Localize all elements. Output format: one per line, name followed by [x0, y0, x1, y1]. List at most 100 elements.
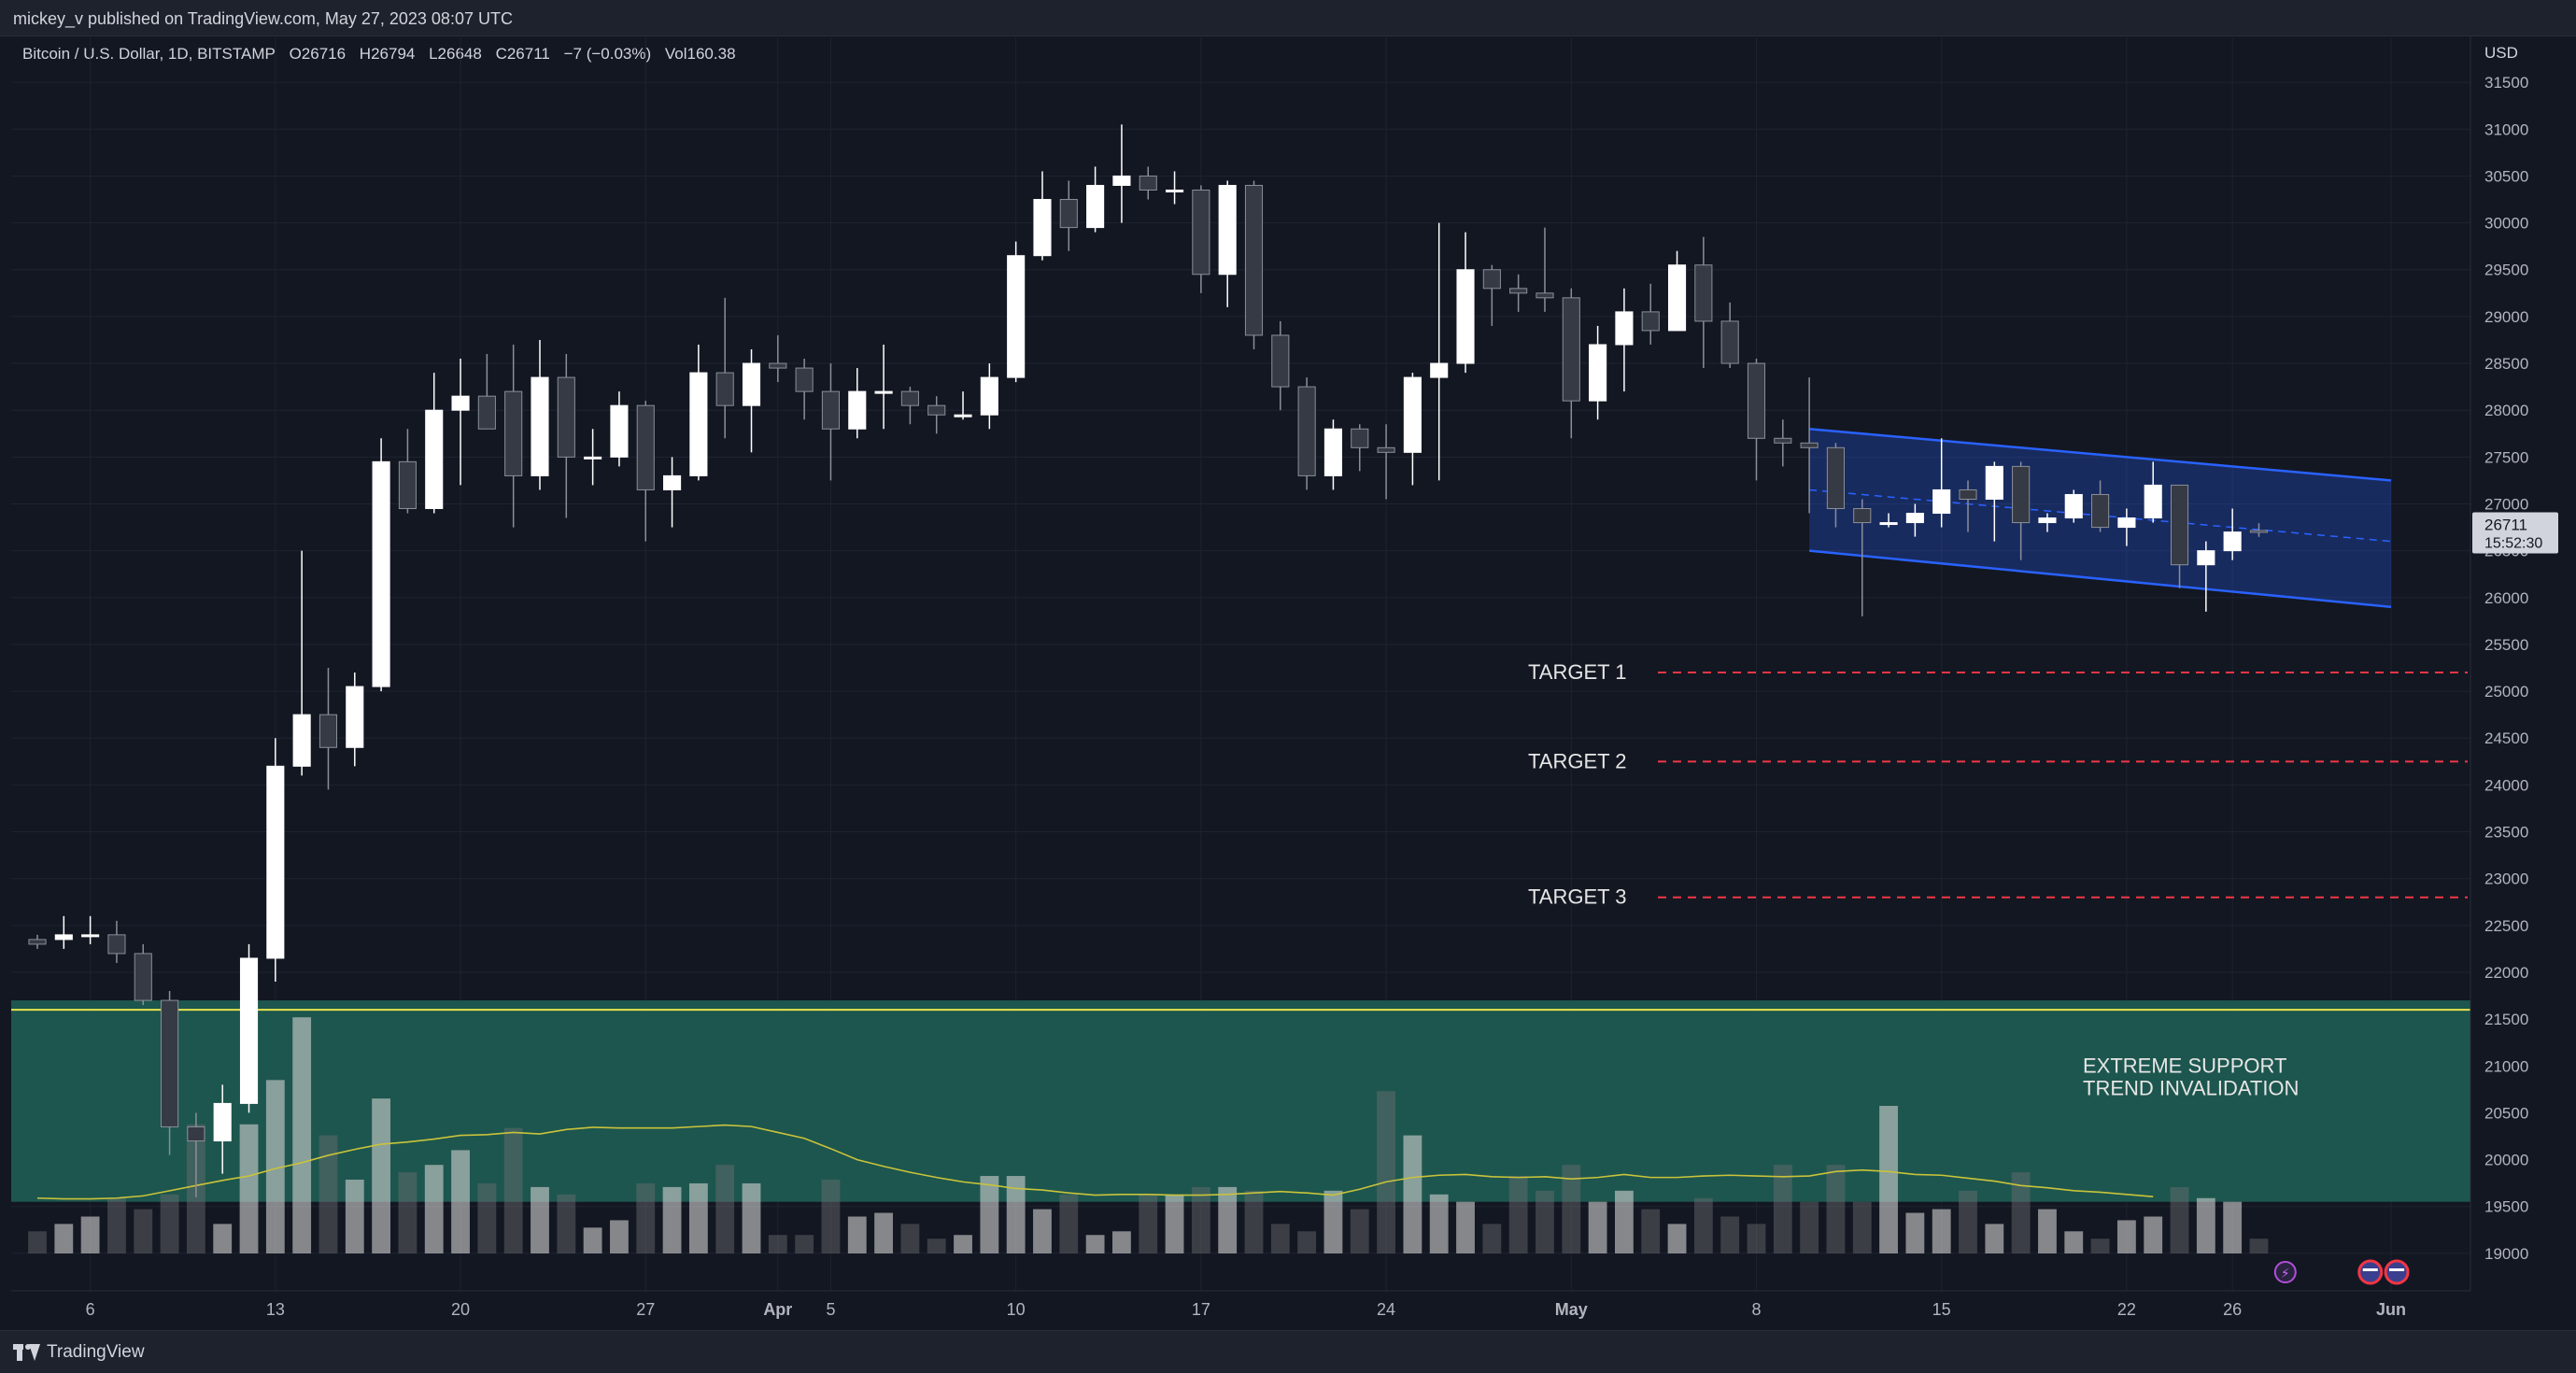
time-tick: 6: [86, 1300, 95, 1319]
volume-bar: [1588, 1201, 1607, 1253]
candle-body: [2038, 517, 2057, 524]
volume-bar: [292, 1017, 312, 1253]
support-label-line: EXTREME SUPPORT: [2083, 1054, 2286, 1077]
volume-bar: [424, 1165, 444, 1253]
volume-bar: [688, 1182, 708, 1253]
candle-body: [266, 765, 285, 959]
candle-body: [2012, 465, 2031, 524]
volume-bar: [1456, 1201, 1475, 1253]
target-lines: TARGET 1 TARGET 2 TARGET 3: [1528, 660, 2468, 909]
volume-bar: [636, 1182, 656, 1253]
time-tick: Jun: [2376, 1300, 2406, 1319]
volume-bar: [610, 1220, 629, 1253]
last-price-countdown: 15:52:30: [2484, 535, 2542, 551]
price-tick: 28000: [2484, 402, 2528, 419]
candle-body: [980, 376, 998, 416]
volume-bar: [1323, 1190, 1343, 1253]
publisher-line: mickey_v published on TradingView.com, M…: [13, 9, 513, 28]
event-markers: ⚡: [2273, 1259, 2410, 1285]
volume-bar: [1059, 1194, 1079, 1253]
volume-bar: [1112, 1231, 1131, 1253]
candle-body: [1244, 184, 1264, 336]
candle-body: [1985, 465, 2003, 500]
volume-bar: [2038, 1209, 2057, 1253]
candle-body: [1351, 428, 1369, 448]
volume-bar: [1218, 1186, 1238, 1253]
volume-bar: [874, 1212, 893, 1253]
volume-bar: [1191, 1186, 1210, 1253]
candle-body: [742, 362, 761, 406]
legend-volume: Vol160.38: [664, 45, 736, 63]
time-tick: 15: [1932, 1300, 1951, 1319]
tradingview-brand[interactable]: TradingView: [13, 1342, 145, 1363]
price-tick: 20500: [2484, 1104, 2528, 1122]
candle-body: [1615, 311, 1634, 346]
candle-body: [874, 390, 893, 394]
time-tick: 10: [1007, 1300, 1026, 1319]
candle-body: [927, 404, 946, 416]
support-zone-rect: [11, 1000, 2470, 1202]
candle-body: [1430, 362, 1449, 378]
candle-body: [557, 376, 575, 458]
volume-bar: [1959, 1190, 1977, 1253]
price-tick: 21500: [2484, 1011, 2528, 1028]
volume-bar: [1720, 1216, 1740, 1253]
candle-body: [1403, 376, 1422, 453]
volume-bar: [583, 1227, 602, 1253]
price-tick: 27500: [2484, 448, 2528, 466]
volume-bar: [1985, 1224, 2004, 1253]
candle-body: [239, 957, 259, 1104]
legend-symbol: Bitcoin / U.S. Dollar, 1D, BITSTAMP: [22, 45, 276, 63]
candle-body: [610, 404, 629, 458]
time-tick: 8: [1751, 1300, 1761, 1319]
volume-bar: [265, 1080, 285, 1253]
candle-body: [584, 456, 602, 460]
price-tick: 23500: [2484, 824, 2528, 842]
candle-body: [1641, 311, 1660, 332]
volume-bar: [1033, 1209, 1052, 1253]
candle-body: [1694, 264, 1713, 322]
candle-body: [2170, 484, 2189, 566]
volume-bar: [1905, 1212, 1925, 1253]
candle-body: [1720, 320, 1739, 364]
candle-body: [2223, 531, 2242, 552]
candle-body: [900, 390, 919, 406]
support-label: EXTREME SUPPORT TREND INVALIDATION: [2083, 1054, 2299, 1099]
candle-body: [504, 390, 523, 476]
flag-stripe: [2362, 1268, 2378, 1271]
volume-bar: [980, 1176, 999, 1253]
volume-bar: [134, 1209, 153, 1253]
volume-bar: [821, 1180, 841, 1253]
volume-bar: [1562, 1165, 1581, 1253]
volume-bar: [372, 1098, 391, 1253]
volume-bar: [1429, 1194, 1449, 1253]
price-chart[interactable]: EXTREME SUPPORT TREND INVALIDATION TARGET…: [0, 35, 2576, 1330]
price-tick: 22000: [2484, 964, 2528, 982]
volume-bar: [1932, 1209, 1951, 1253]
target-label: TARGET 1: [1528, 660, 1627, 684]
time-tick: 20: [451, 1300, 470, 1319]
candle-body: [346, 686, 364, 748]
candle-body: [1482, 269, 1501, 290]
candle-body: [451, 395, 470, 411]
volume-bar: [2064, 1231, 2084, 1253]
volume-bar: [1403, 1135, 1422, 1253]
price-tick: 22500: [2484, 917, 2528, 935]
volume-bar: [160, 1194, 179, 1253]
price-tick: 20000: [2484, 1152, 2528, 1169]
candle-body: [187, 1125, 205, 1142]
volume-bar: [742, 1182, 761, 1253]
time-tick: May: [1555, 1300, 1588, 1319]
legend-high: H26794: [359, 45, 416, 63]
currency-label: USD: [2484, 44, 2518, 62]
candle-body: [54, 934, 73, 941]
candle-body: [715, 372, 734, 406]
volume-bar: [1297, 1231, 1317, 1253]
candle-body: [81, 934, 100, 938]
volume-bar: [900, 1224, 920, 1253]
time-tick: 17: [1192, 1300, 1210, 1319]
volume-bar: [531, 1186, 549, 1253]
volume-bar: [662, 1186, 682, 1253]
candle-body: [1959, 488, 1977, 500]
candle-body: [425, 409, 444, 510]
